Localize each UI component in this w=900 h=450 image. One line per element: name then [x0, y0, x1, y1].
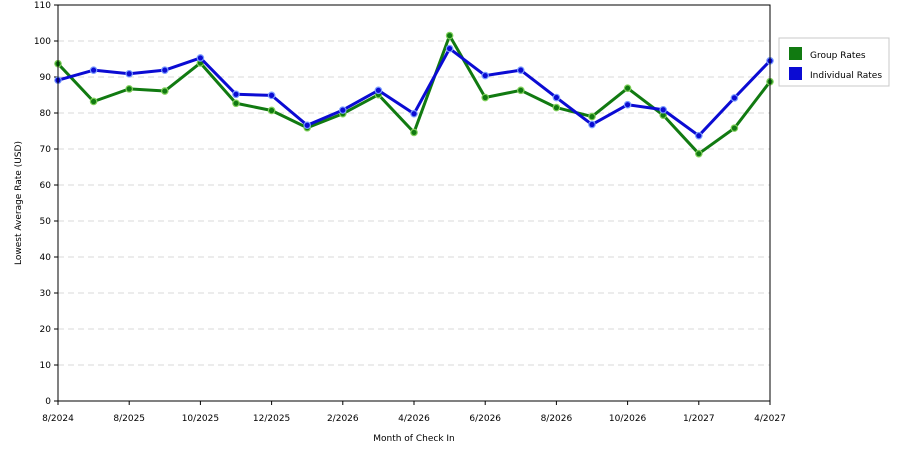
- y-axis-title: Lowest Average Rate (USD): [14, 141, 24, 265]
- data-point-individual-rates: [303, 121, 312, 130]
- data-point-individual-rates: [89, 66, 98, 74]
- y-tick-label: 30: [40, 289, 52, 299]
- x-axis-title: Month of Check In: [373, 434, 455, 444]
- data-point-group-rates: [161, 87, 169, 95]
- data-point-group-rates: [232, 99, 240, 108]
- data-point-group-rates: [410, 128, 418, 137]
- y-tick-label: 100: [34, 37, 51, 47]
- y-tick-label: 40: [40, 253, 52, 263]
- data-point-individual-rates: [267, 91, 276, 100]
- x-tick-label: 10/2025: [182, 414, 219, 424]
- data-point-individual-rates: [161, 66, 169, 74]
- legend-label-group-rates: Group Rates: [810, 51, 866, 61]
- legend: Group Rates Individual Rates: [778, 37, 890, 87]
- y-tick-label: 50: [40, 217, 52, 227]
- y-axis: 0 10 20 30 40 50 60 70 80 90 100 110: [34, 1, 58, 407]
- x-tick-label: 12/2025: [253, 414, 290, 424]
- y-tick-label: 60: [40, 181, 52, 191]
- plot-series: [54, 31, 774, 158]
- data-point-group-rates: [552, 103, 561, 112]
- data-point-group-rates: [89, 97, 98, 106]
- y-tick-label: 80: [40, 109, 52, 119]
- data-point-individual-rates: [338, 106, 347, 114]
- data-point-group-rates: [694, 149, 703, 158]
- x-tick-label: 8/2026: [541, 414, 573, 424]
- data-point-individual-rates: [623, 100, 632, 109]
- x-tick-label: 8/2025: [113, 414, 145, 424]
- data-point-group-rates: [588, 112, 596, 121]
- x-tick-label: 8/2024: [42, 414, 74, 424]
- data-point-individual-rates: [516, 66, 525, 74]
- data-point-individual-rates: [196, 54, 205, 62]
- y-tick-label: 10: [40, 361, 52, 371]
- x-tick-label: 2/2026: [327, 414, 359, 424]
- y-tick-label: 110: [34, 1, 51, 11]
- legend-swatch-group-rates: [789, 47, 802, 60]
- data-point-individual-rates: [552, 93, 561, 102]
- data-point-individual-rates: [730, 94, 739, 102]
- data-point-group-rates: [623, 84, 632, 92]
- x-tick-label: 10/2026: [609, 414, 647, 424]
- x-tick-label: 4/2027: [754, 414, 786, 424]
- plot-frame: [57, 4, 771, 402]
- data-point-individual-rates: [445, 44, 454, 53]
- data-point-group-rates: [481, 93, 490, 102]
- data-point-individual-rates: [232, 90, 240, 99]
- y-tick-label: 0: [45, 397, 51, 407]
- data-point-individual-rates: [374, 86, 383, 95]
- data-point-individual-rates: [659, 105, 668, 114]
- data-point-individual-rates: [588, 120, 596, 129]
- data-point-individual-rates: [481, 71, 490, 80]
- data-point-individual-rates: [694, 131, 703, 140]
- x-tick-label: 6/2026: [469, 414, 501, 424]
- y-tick-label: 90: [40, 73, 52, 83]
- data-point-group-rates: [125, 85, 134, 93]
- y-tick-label: 20: [40, 325, 52, 335]
- x-tick-label: 1/2027: [683, 414, 715, 424]
- data-point-individual-rates: [125, 69, 134, 78]
- x-tick-label: 4/2026: [398, 414, 430, 424]
- legend-swatch-individual-rates: [789, 67, 802, 80]
- gridlines: [58, 40, 770, 366]
- legend-label-individual-rates: Individual Rates: [810, 71, 882, 81]
- data-point-group-rates: [445, 31, 454, 40]
- y-tick-label: 70: [40, 145, 52, 155]
- data-point-group-rates: [730, 124, 739, 132]
- data-point-group-rates: [516, 86, 525, 95]
- x-axis: 8/2024 8/2025 10/2025 12/2025 2/2026 4/2026 6/…: [42, 401, 786, 424]
- data-point-individual-rates: [410, 109, 418, 118]
- data-point-group-rates: [267, 106, 276, 115]
